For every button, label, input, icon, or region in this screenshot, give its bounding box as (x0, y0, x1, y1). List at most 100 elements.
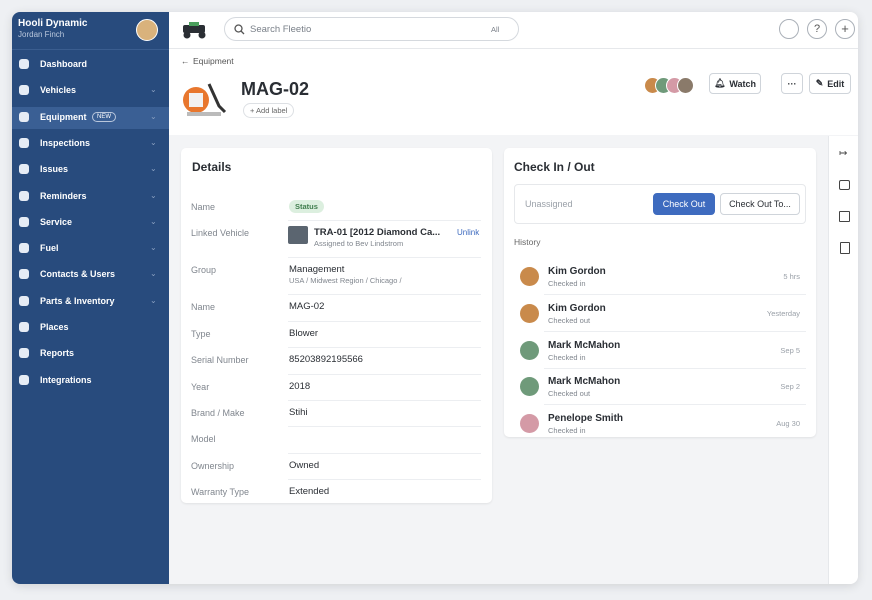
breadcrumb[interactable]: Equipment (193, 56, 234, 66)
field-label: Group (191, 265, 217, 276)
watch-label: Watch (729, 78, 757, 89)
inbox-button[interactable] (779, 19, 799, 39)
nav-item[interactable]: Reminders ⌄ (12, 186, 169, 208)
field-subtext: Assigned to Bev Lindstrom (314, 239, 404, 249)
nav-icon (19, 137, 29, 148)
nav-icon (19, 164, 29, 175)
edit-button[interactable]: ✎ Edit (809, 73, 851, 94)
nav-item[interactable]: Contacts & Users ⌄ (12, 264, 169, 286)
top-bar: Search Fleetio All ? + (169, 12, 858, 49)
edit-icon: ✎ (815, 78, 824, 88)
right-rail: ↦ (828, 136, 858, 584)
nav-item[interactable]: Reports (12, 343, 169, 365)
documents-icon[interactable] (840, 242, 850, 254)
row-divider (544, 367, 806, 369)
nav-icon (19, 216, 29, 227)
search-scope[interactable]: All (491, 25, 500, 34)
nav-label: Reminders (40, 190, 87, 201)
row-divider (288, 320, 481, 322)
history-name: Mark McMahon (548, 376, 621, 388)
check-out-to-button[interactable]: Check Out To... (720, 193, 800, 215)
nav-label: Equipment (40, 111, 87, 122)
user-avatar[interactable] (136, 19, 158, 41)
divider (12, 49, 169, 50)
nav-item[interactable]: Integrations (12, 370, 169, 392)
field-label: Model (191, 434, 216, 445)
edit-label: Edit (827, 78, 845, 89)
more-button[interactable]: ··· (781, 73, 803, 94)
photos-icon[interactable] (839, 211, 850, 222)
nav-item[interactable]: Issues ⌄ (12, 159, 169, 181)
field-value[interactable]: TRA-01 [2012 Diamond Ca... (314, 227, 441, 239)
watcher-avatar (677, 77, 694, 94)
nav-item[interactable]: Service ⌄ (12, 212, 169, 234)
nav-label: Service (40, 216, 73, 227)
nav-item[interactable]: Places (12, 317, 169, 339)
page-header: ← Equipment MAG-02 + Add label 🔔︎ Watch ·… (169, 49, 858, 135)
field-value: Blower (289, 327, 319, 339)
nav-chevron: ⌄ (150, 295, 157, 305)
user-name: Jordan Finch (18, 30, 65, 39)
collapse-icon[interactable]: ↦ (839, 148, 848, 159)
nav-chevron: ⌄ (150, 269, 157, 279)
field-label: Name (191, 202, 216, 212)
history-time: 5 hrs (783, 272, 800, 281)
history-status: Checked in (548, 279, 586, 288)
history-name: Kim Gordon (548, 302, 606, 314)
nav-item[interactable]: Inspections ⌄ (12, 133, 169, 155)
equipment-title: MAG-02 (241, 79, 310, 99)
history-name: Mark McMahon (548, 339, 621, 351)
row-divider (544, 330, 806, 332)
row-divider (288, 479, 481, 481)
search-icon (234, 24, 245, 35)
add-button[interactable]: + (835, 19, 855, 39)
unlink-link[interactable]: Unlink (457, 228, 480, 238)
nav-item[interactable]: Parts & Inventory ⌄ (12, 291, 169, 313)
nav-label: Inspections (40, 137, 91, 148)
nav-label: Issues (40, 164, 69, 175)
assignee-placeholder[interactable]: Unassigned (525, 199, 573, 209)
field-label: Type (191, 328, 211, 339)
field-label: Name (191, 302, 216, 313)
row-divider (288, 452, 481, 454)
nav-item[interactable]: Dashboard (12, 54, 169, 76)
nav-item[interactable]: Fuel ⌄ (12, 238, 169, 260)
nav-icon (19, 243, 29, 254)
nav-label: Parts & Inventory (40, 295, 115, 306)
org-name[interactable]: Hooli Dynamic (18, 18, 88, 29)
history-name: Kim Gordon (548, 266, 606, 277)
help-button[interactable]: ? (807, 19, 827, 39)
field-value: Owned (289, 459, 320, 471)
nav-item[interactable]: Vehicles ⌄ (12, 80, 169, 102)
comments-icon[interactable] (839, 180, 850, 190)
sidebar: Hooli Dynamic Jordan Finch Dashboard Vehi… (12, 12, 169, 584)
add-label[interactable]: + Add label (243, 103, 295, 118)
field-value: Stihi (289, 407, 308, 418)
breadcrumb-arrow: ← (181, 56, 190, 66)
check-out-button[interactable]: Check Out (653, 193, 715, 215)
nav-chevron: ⌄ (150, 243, 157, 253)
history-status: Checked in (548, 352, 586, 362)
history-avatar (520, 340, 539, 360)
logo[interactable] (179, 21, 213, 39)
search-box[interactable]: Search Fleetio All (224, 17, 519, 41)
field-label: Linked Vehicle (191, 228, 250, 239)
field-subtext: USA / Midwest Region / Chicago / (289, 276, 402, 286)
app-window: Hooli Dynamic Jordan Finch Dashboard Vehi… (12, 12, 858, 584)
field-value: MAG-02 (289, 301, 325, 313)
equipment-photo (179, 76, 229, 118)
nav-item[interactable]: Equipment NEW ⌄ (12, 106, 169, 129)
row-divider (544, 404, 806, 406)
field-value: Extended (289, 486, 330, 498)
nav-label: Fuel (40, 243, 59, 254)
nav-badge: NEW (92, 111, 116, 122)
search-placeholder: Search Fleetio (250, 24, 312, 35)
field-label: Brand / Make (191, 408, 245, 418)
nav-icon (19, 322, 29, 332)
watchers[interactable] (644, 77, 704, 94)
nav-chevron: ⌄ (150, 111, 157, 121)
history-status: Checked out (548, 389, 591, 399)
row-divider (288, 400, 481, 401)
watch-button[interactable]: 🔔︎ Watch (709, 73, 761, 94)
